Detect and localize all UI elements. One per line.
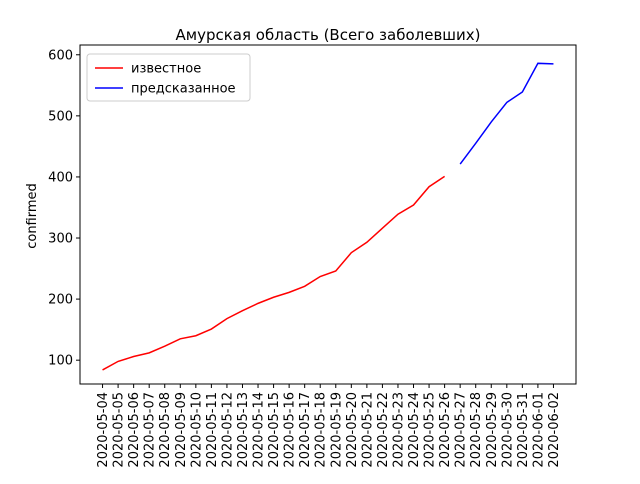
x-tick-label: 2020-05-25: [423, 392, 438, 468]
x-tick-label: 2020-05-04: [96, 392, 111, 468]
x-tick-label: 2020-05-09: [174, 392, 189, 468]
x-tick-label: 2020-05-30: [500, 392, 515, 468]
legend-box: [86, 53, 251, 102]
x-tick-label: 2020-05-13: [236, 392, 251, 468]
x-tick-label: 2020-05-05: [112, 392, 127, 468]
legend-label: предсказанное: [131, 82, 236, 97]
y-tick-label: 300: [48, 232, 73, 247]
x-tick-label: 2020-05-24: [407, 392, 422, 468]
x-tick-label: 2020-05-17: [298, 392, 313, 468]
y-tick-label: 600: [48, 48, 73, 63]
x-tick-label: 2020-05-31: [516, 392, 531, 468]
x-tick-label: 2020-05-12: [220, 392, 235, 468]
x-tick-label: 2020-05-16: [283, 392, 298, 468]
x-tick-label: 2020-05-10: [189, 392, 204, 468]
x-tick-label: 2020-05-29: [485, 392, 500, 468]
legend-label: известное: [131, 62, 201, 77]
x-tick-label: 2020-05-27: [454, 392, 469, 468]
x-tick-label: 2020-05-21: [360, 392, 375, 468]
plot-frame: [79, 44, 577, 385]
x-tick-label: 2020-05-11: [205, 392, 220, 468]
y-tick-label: 100: [48, 354, 73, 369]
y-tick-label: 400: [48, 170, 73, 185]
x-tick-label: 2020-05-19: [329, 392, 344, 468]
y-axis-label: confirmed: [25, 183, 40, 249]
y-tick-label: 200: [48, 293, 73, 308]
chart-title: Амурская область (Всего заболевших): [176, 26, 481, 44]
x-tick-label: 2020-06-01: [531, 392, 546, 468]
x-tick-label: 2020-05-06: [127, 392, 142, 468]
x-tick-label: 2020-05-07: [143, 392, 158, 468]
x-tick-label: 2020-06-02: [547, 392, 562, 468]
x-tick-label: 2020-05-28: [469, 392, 484, 468]
x-tick-label: 2020-05-15: [267, 392, 282, 468]
x-tick-label: 2020-05-14: [252, 392, 267, 468]
x-tick-label: 2020-05-08: [158, 392, 173, 468]
x-tick-label: 2020-05-18: [314, 392, 329, 468]
x-tick-label: 2020-05-20: [345, 392, 360, 468]
y-tick-label: 500: [48, 109, 73, 124]
x-tick-label: 2020-05-22: [376, 392, 391, 468]
line-series: [102, 175, 446, 371]
line-series: [459, 62, 554, 165]
x-tick-label: 2020-05-26: [438, 392, 453, 468]
x-tick-label: 2020-05-23: [391, 392, 406, 468]
